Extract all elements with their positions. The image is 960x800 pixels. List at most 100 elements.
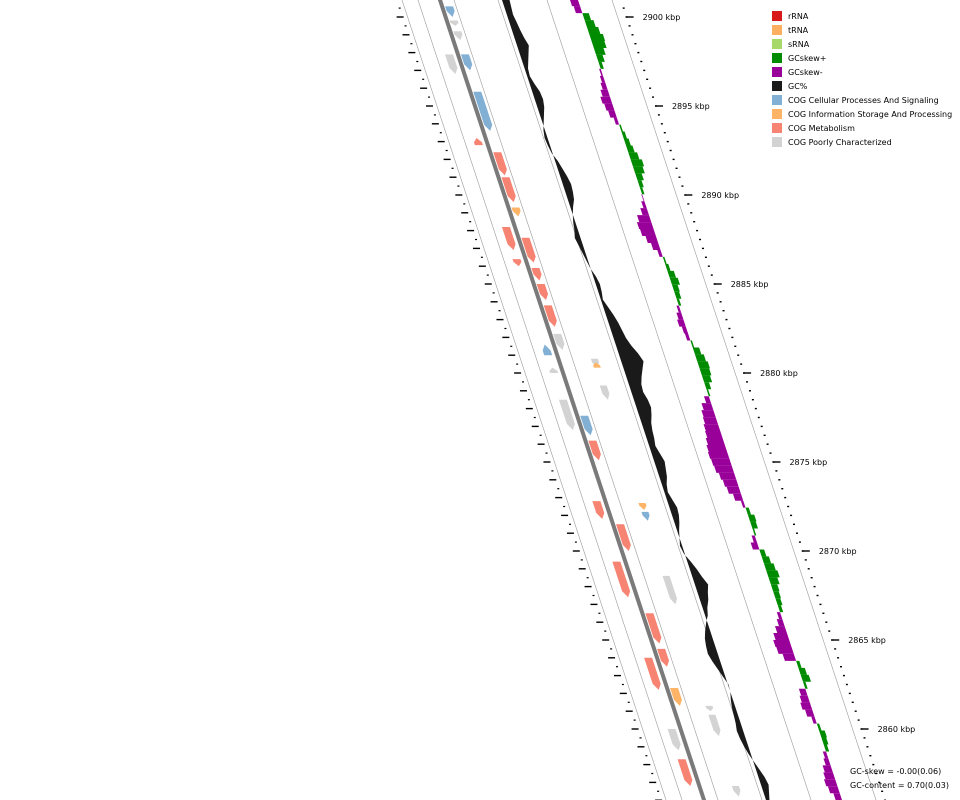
cds-features	[444, 6, 741, 797]
legend-item: rRNA	[772, 9, 952, 23]
cds-feature	[616, 524, 631, 551]
legend-label: COG Poorly Characterized	[788, 137, 892, 147]
backbone-line	[437, 0, 707, 800]
gc-skew-negative	[604, 103, 615, 111]
cds-feature	[501, 177, 516, 203]
legend-swatch	[772, 25, 782, 35]
scale-label: 2895 kbp	[672, 102, 710, 111]
legend: rRNA tRNA sRNA GCskew+ GCskew- GC% COG Cellula…	[772, 9, 952, 149]
cds-feature	[580, 415, 593, 436]
gc-skew-negative	[833, 793, 842, 800]
legend-label: rRNA	[788, 11, 809, 21]
legend-swatch	[772, 11, 782, 21]
legend-swatch	[772, 95, 782, 105]
gc-skew-positive	[759, 549, 767, 557]
cds-feature	[592, 501, 605, 519]
gc-skew-positive	[630, 159, 645, 167]
cds-feature	[593, 362, 601, 368]
cds-feature	[553, 333, 565, 350]
gc-skew-negative	[613, 117, 620, 125]
gc-skew-positive	[667, 270, 677, 278]
gc-skew-negative	[714, 465, 735, 473]
gc-skew-negative	[775, 626, 787, 634]
cds-feature	[521, 237, 536, 263]
cds-feature	[667, 729, 681, 751]
gc-skew-positive	[671, 284, 680, 292]
gc-skew-positive	[635, 173, 644, 181]
gc-skew-negative	[773, 640, 792, 647]
ring-line	[417, 0, 683, 800]
gc-skew-positive	[598, 61, 604, 69]
cds-feature	[449, 20, 459, 26]
cds-feature	[512, 259, 522, 267]
gc-skew-positive	[770, 584, 780, 592]
gc-skew-negative	[636, 222, 654, 230]
gc-skew-negative	[657, 249, 663, 257]
cds-feature	[731, 785, 741, 797]
gc-skew-negative	[726, 486, 741, 494]
gc-skew-positive	[775, 598, 783, 606]
gc-skew-positive	[802, 681, 808, 689]
gc-skew-negative	[799, 695, 810, 703]
gc-skew-positive	[619, 124, 624, 132]
legend-swatch	[772, 137, 782, 147]
gc-skew-positive	[752, 528, 757, 536]
gc-skew-negative	[798, 688, 808, 696]
gc-skew-negative	[640, 208, 649, 216]
gc-skew-positive	[798, 667, 808, 675]
gc-skew-negative	[645, 236, 659, 243]
cds-feature	[670, 688, 682, 706]
gc-skew-positive	[586, 27, 601, 35]
gc-skew-positive	[773, 591, 782, 599]
gc-skew-positive	[766, 570, 780, 578]
cds-feature	[501, 227, 516, 251]
legend-swatch	[772, 53, 782, 63]
cds-feature	[645, 613, 662, 644]
scale-label: 2875 kbp	[789, 458, 827, 467]
gc-skew-positive	[800, 674, 811, 682]
gc-skew-negative	[782, 653, 797, 661]
legend-swatch	[772, 109, 782, 119]
gc-skew-negative	[676, 305, 682, 313]
legend-swatch	[772, 39, 782, 49]
gc-skew-negative	[599, 68, 604, 76]
cds-feature	[588, 440, 601, 461]
gc-skew-positive	[632, 166, 645, 174]
gc-skew-positive	[665, 263, 671, 271]
gc-skew-negative	[701, 410, 716, 418]
gc-skew-positive	[690, 340, 695, 348]
gc-skew-negative	[636, 215, 652, 223]
cds-feature	[638, 502, 647, 511]
legend-swatch	[772, 81, 782, 91]
gc-skew-negative	[751, 535, 758, 543]
gc-skew-negative	[740, 500, 746, 508]
cds-feature	[558, 399, 575, 430]
ring-line	[611, 0, 877, 800]
cds-feature	[599, 385, 610, 400]
gc-skew-positive	[584, 20, 596, 28]
gc-skew-positive	[747, 514, 757, 522]
gc-skew-negative	[573, 6, 583, 14]
gc-skew-negative	[776, 646, 794, 654]
gc-skew-negative	[706, 444, 728, 452]
gc-skew-positive	[692, 347, 702, 355]
legend-label: COG Metabolism	[788, 123, 855, 133]
legend-label: COG Cellular Processes And Signaling	[788, 95, 939, 105]
gc-skew-negative	[677, 319, 686, 327]
legend-item: COG Information Storage And Processing	[772, 107, 952, 121]
cds-feature	[444, 54, 458, 74]
legend-item: GCskew+	[772, 51, 952, 65]
legend-item: COG Cellular Processes And Signaling	[772, 93, 952, 107]
gc-skew-negative	[718, 472, 737, 480]
gc-content-area	[501, 0, 770, 800]
gc-skew-negative	[608, 110, 617, 118]
legend-item: GCskew-	[772, 65, 952, 79]
cds-feature	[542, 344, 553, 356]
gc-skew-positive	[697, 361, 710, 369]
gc-skew-positive	[706, 389, 711, 397]
gc-skew-negative	[702, 417, 718, 425]
gc-skew-positive	[796, 660, 802, 668]
cds-feature	[453, 31, 463, 41]
gc-skew-negative	[722, 479, 739, 487]
cds-feature	[493, 152, 507, 176]
